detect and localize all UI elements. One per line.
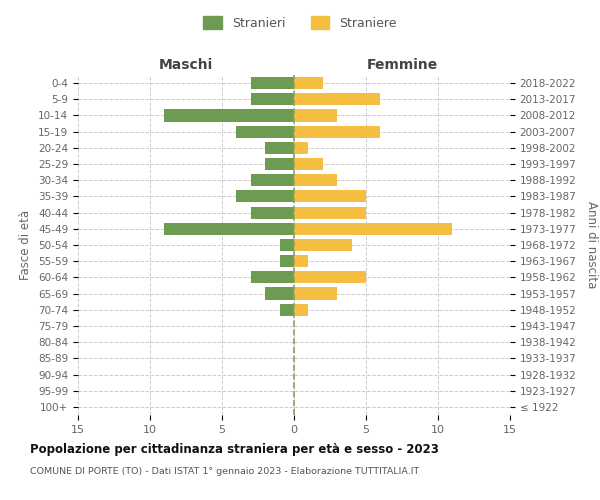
Bar xyxy=(294,110,337,122)
Text: COMUNE DI PORTE (TO) - Dati ISTAT 1° gennaio 2023 - Elaborazione TUTTITALIA.IT: COMUNE DI PORTE (TO) - Dati ISTAT 1° gen… xyxy=(30,468,419,476)
Bar xyxy=(294,272,366,283)
Bar xyxy=(251,93,294,106)
Bar xyxy=(251,272,294,283)
Bar xyxy=(294,158,323,170)
Bar xyxy=(280,255,294,268)
Bar xyxy=(236,190,294,202)
Bar xyxy=(236,126,294,138)
Text: Femmine: Femmine xyxy=(367,58,437,72)
Text: Maschi: Maschi xyxy=(159,58,213,72)
Bar xyxy=(265,142,294,154)
Bar xyxy=(294,255,308,268)
Legend: Stranieri, Straniere: Stranieri, Straniere xyxy=(198,11,402,35)
Bar xyxy=(280,304,294,316)
Bar xyxy=(294,174,337,186)
Bar xyxy=(294,304,308,316)
Bar xyxy=(294,142,308,154)
Bar xyxy=(251,174,294,186)
Bar xyxy=(265,288,294,300)
Bar xyxy=(251,77,294,89)
Bar xyxy=(294,206,366,218)
Bar xyxy=(294,222,452,235)
Bar xyxy=(164,110,294,122)
Bar xyxy=(280,239,294,251)
Y-axis label: Fasce di età: Fasce di età xyxy=(19,210,32,280)
Bar xyxy=(294,190,366,202)
Bar xyxy=(294,288,337,300)
Bar xyxy=(294,239,352,251)
Bar xyxy=(294,126,380,138)
Bar xyxy=(265,158,294,170)
Bar xyxy=(164,222,294,235)
Bar xyxy=(294,77,323,89)
Text: Popolazione per cittadinanza straniera per età e sesso - 2023: Popolazione per cittadinanza straniera p… xyxy=(30,442,439,456)
Bar xyxy=(251,206,294,218)
Y-axis label: Anni di nascita: Anni di nascita xyxy=(585,202,598,288)
Bar xyxy=(294,93,380,106)
